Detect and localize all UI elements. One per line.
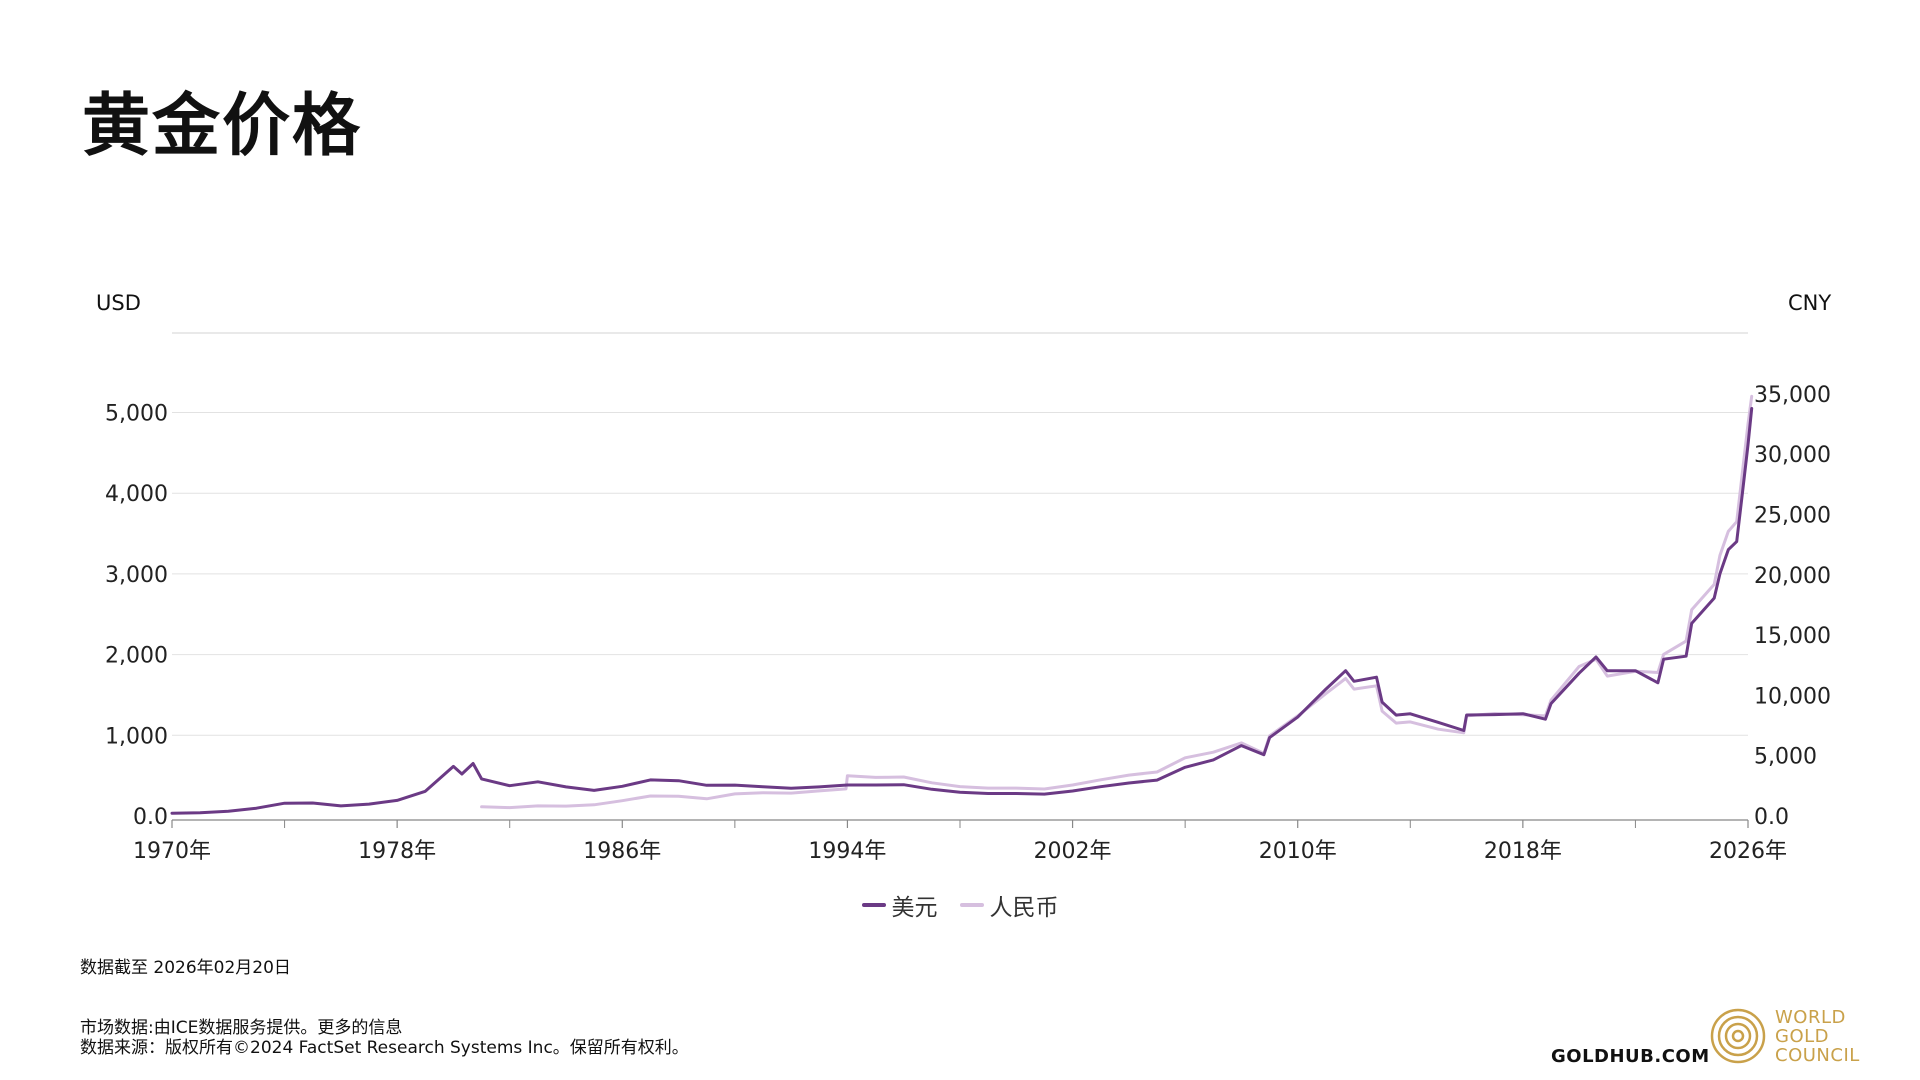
data-date-note: 数据截至 2026年02月20日 xyxy=(80,958,291,978)
right-tick-label: 30,000 xyxy=(1754,443,1831,468)
left-tick-label: 2,000 xyxy=(105,644,168,669)
world-gold-council-logo-icon xyxy=(1710,1008,1766,1064)
right-tick-label: 0.0 xyxy=(1754,805,1789,830)
x-tick-label: 2010年 xyxy=(1259,839,1337,864)
right-tick-label: 35,000 xyxy=(1754,383,1831,408)
left-tick-label: 5,000 xyxy=(105,402,168,427)
x-tick-label: 1986年 xyxy=(583,839,661,864)
axis-layer: 0.0 1,000 2,000 3,000 4,000 5,000 0.0 5,000 10,0… xyxy=(105,383,1831,864)
x-tick-label: 2002年 xyxy=(1034,839,1112,864)
legend: 美元 人民币 xyxy=(0,888,1920,922)
x-tick-label: 1970年 xyxy=(133,839,211,864)
right-tick-label: 25,000 xyxy=(1754,504,1831,529)
series-layer xyxy=(170,394,1754,815)
x-tick-label: 1994年 xyxy=(808,839,886,864)
x-tick-label: 2018年 xyxy=(1484,839,1562,864)
x-tick-label: 2026年 xyxy=(1709,839,1787,864)
left-tick-label: 0.0 xyxy=(133,805,168,830)
wgc-line-2: GOLD xyxy=(1775,1026,1830,1047)
right-tick-label: 15,000 xyxy=(1754,624,1831,649)
left-axis-unit: USD xyxy=(96,291,141,315)
left-tick-label: 1,000 xyxy=(105,724,168,749)
wgc-line-1: WORLD xyxy=(1775,1007,1846,1028)
footer-line-market-data: 市场数据:由ICE数据服务提供。更多的信息 xyxy=(80,1018,403,1038)
legend-item-usd[interactable]: 美元 xyxy=(861,888,938,922)
wgc-line-3: COUNCIL xyxy=(1775,1045,1860,1066)
legend-swatch-usd xyxy=(861,903,886,907)
legend-item-cny[interactable]: 人民币 xyxy=(959,888,1059,922)
right-tick-label: 10,000 xyxy=(1754,684,1831,709)
page-title: 黄金价格 xyxy=(82,87,363,166)
world-gold-council-wordmark: WORLD GOLD COUNCIL xyxy=(1775,1008,1860,1065)
series-line-usd xyxy=(170,407,1754,815)
footer-sources: 市场数据:由ICE数据服务提供。更多的信息 数据来源：版权所有©2024 Fac… xyxy=(80,1018,689,1058)
goldhub-link[interactable]: GOLDHUB.COM xyxy=(1551,1046,1710,1067)
footer-line-copyright: 数据来源：版权所有©2024 FactSet Research Systems … xyxy=(80,1038,689,1058)
series-line-cny xyxy=(480,394,1754,810)
right-tick-label: 5,000 xyxy=(1754,745,1817,770)
legend-label-usd: 美元 xyxy=(891,895,938,921)
left-tick-label: 4,000 xyxy=(105,482,168,507)
right-axis-unit: CNY xyxy=(1788,291,1831,315)
x-tick-label: 1978年 xyxy=(358,839,436,864)
grid-layer xyxy=(172,332,1748,736)
legend-swatch-cny xyxy=(959,903,984,907)
legend-label-cny: 人民币 xyxy=(989,895,1059,921)
right-tick-label: 20,000 xyxy=(1754,564,1831,589)
left-tick-label: 3,000 xyxy=(105,563,168,588)
